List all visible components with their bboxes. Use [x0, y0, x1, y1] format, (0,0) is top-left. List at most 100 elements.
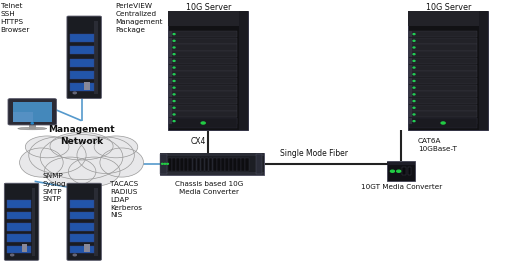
Text: Management
Network: Management Network: [48, 125, 115, 146]
Bar: [160, 153, 264, 156]
FancyBboxPatch shape: [67, 16, 101, 99]
Bar: [245, 158, 249, 171]
Circle shape: [413, 47, 415, 48]
Circle shape: [413, 80, 415, 82]
Text: CX4: CX4: [190, 137, 206, 146]
Bar: [409, 71, 477, 77]
Bar: [409, 85, 413, 91]
Text: Single Mode Fiber: Single Mode Fiber: [280, 149, 348, 159]
Bar: [169, 31, 173, 37]
Circle shape: [162, 163, 163, 164]
Bar: [479, 11, 488, 130]
Bar: [386, 161, 415, 181]
Circle shape: [413, 74, 415, 75]
Bar: [233, 158, 237, 171]
Bar: [70, 59, 94, 67]
FancyBboxPatch shape: [8, 99, 56, 125]
Circle shape: [390, 170, 394, 172]
Bar: [409, 44, 413, 51]
Bar: [409, 58, 477, 64]
Bar: [169, 44, 173, 51]
Bar: [169, 85, 173, 91]
Bar: [70, 34, 94, 42]
Bar: [7, 211, 31, 219]
Circle shape: [173, 114, 175, 115]
Bar: [84, 82, 90, 90]
Bar: [13, 102, 52, 122]
Bar: [70, 211, 94, 219]
Bar: [409, 71, 413, 77]
Bar: [70, 83, 94, 91]
Circle shape: [73, 254, 76, 256]
Bar: [70, 246, 94, 253]
Bar: [221, 158, 225, 171]
Text: SNMP
Syslog
SMTP
SNTP: SNMP Syslog SMTP SNTP: [42, 173, 66, 202]
Circle shape: [413, 107, 415, 108]
Bar: [407, 11, 488, 130]
Bar: [176, 158, 180, 171]
Bar: [169, 64, 237, 71]
Circle shape: [413, 54, 415, 55]
Circle shape: [413, 60, 415, 61]
Circle shape: [173, 47, 175, 48]
Text: 10G Server: 10G Server: [186, 4, 231, 12]
Bar: [13, 112, 33, 122]
FancyBboxPatch shape: [4, 183, 39, 260]
Ellipse shape: [40, 134, 123, 180]
Bar: [192, 158, 196, 171]
Bar: [169, 71, 237, 77]
Bar: [169, 64, 173, 71]
Circle shape: [441, 122, 445, 124]
Bar: [386, 162, 415, 165]
Bar: [409, 78, 477, 84]
Ellipse shape: [50, 132, 113, 160]
Bar: [204, 158, 208, 171]
Bar: [84, 244, 90, 252]
Ellipse shape: [44, 157, 96, 186]
Bar: [169, 58, 237, 64]
Text: PerleVIEW
Centralized
Management
Package: PerleVIEW Centralized Management Package: [116, 4, 163, 33]
Bar: [209, 158, 212, 171]
Bar: [29, 123, 36, 128]
Bar: [409, 78, 413, 84]
Bar: [169, 118, 237, 128]
Circle shape: [413, 40, 415, 41]
Text: Chassis based 10G
Media Converter: Chassis based 10G Media Converter: [175, 181, 244, 195]
Bar: [167, 11, 248, 26]
Bar: [229, 158, 233, 171]
Bar: [7, 234, 31, 242]
Bar: [407, 167, 411, 175]
Circle shape: [31, 123, 33, 124]
Bar: [409, 105, 477, 111]
Bar: [409, 118, 477, 128]
Bar: [256, 154, 262, 173]
Bar: [409, 31, 477, 37]
Bar: [94, 188, 98, 256]
Bar: [409, 98, 477, 104]
Circle shape: [173, 80, 175, 82]
Bar: [21, 244, 27, 252]
Bar: [161, 154, 166, 173]
Circle shape: [10, 254, 14, 256]
Ellipse shape: [18, 127, 47, 130]
Bar: [409, 105, 413, 111]
Bar: [237, 158, 241, 171]
Ellipse shape: [94, 136, 138, 158]
Bar: [160, 172, 264, 175]
Circle shape: [173, 121, 175, 122]
Bar: [169, 38, 173, 44]
Circle shape: [397, 170, 401, 172]
Bar: [70, 71, 94, 79]
Circle shape: [413, 121, 415, 122]
Circle shape: [173, 74, 175, 75]
Circle shape: [173, 101, 175, 102]
Circle shape: [413, 101, 415, 102]
Bar: [169, 98, 237, 104]
Bar: [169, 98, 173, 104]
Circle shape: [173, 67, 175, 68]
Bar: [409, 85, 477, 91]
Bar: [169, 51, 173, 57]
FancyBboxPatch shape: [67, 183, 101, 260]
Bar: [409, 51, 477, 57]
Circle shape: [173, 87, 175, 88]
